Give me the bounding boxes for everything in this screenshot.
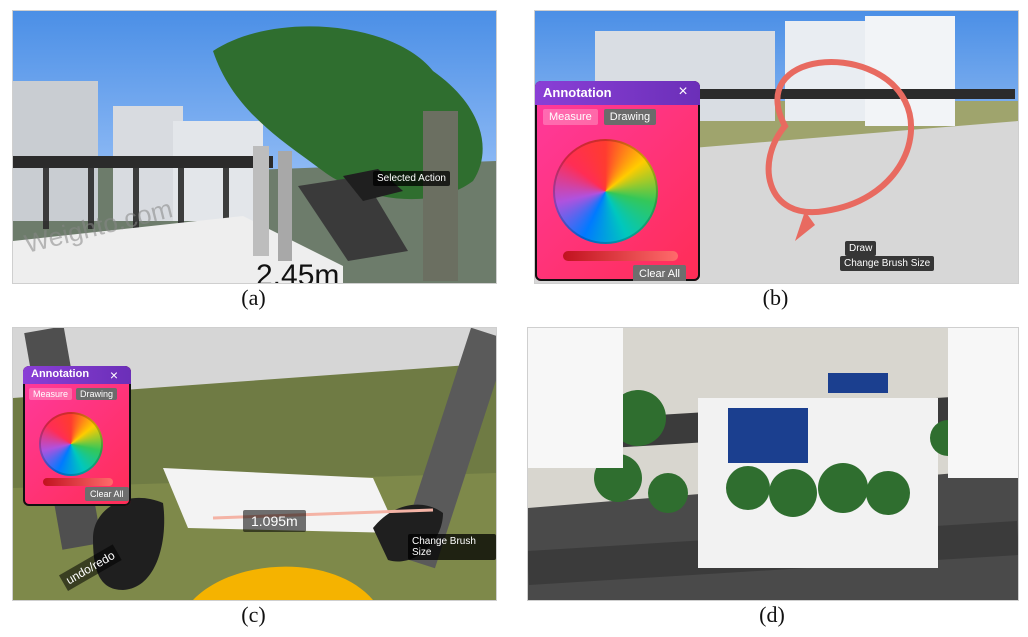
clear-all-button[interactable]: Clear All <box>85 487 129 501</box>
annotation-tabs: Measure Drawing <box>543 109 657 125</box>
tab-measure[interactable]: Measure <box>543 109 598 125</box>
tab-measure[interactable]: Measure <box>29 388 73 400</box>
caption-d: (d) <box>527 602 1017 628</box>
tab-drawing[interactable]: Drawing <box>603 109 657 125</box>
controller-tooltip-brush-size: Change Brush Size <box>408 534 496 560</box>
color-wheel[interactable] <box>39 412 103 476</box>
brush-size-slider[interactable] <box>563 251 678 261</box>
annotation-header <box>23 366 131 384</box>
close-icon[interactable]: × <box>678 83 688 100</box>
controller-tooltip-brush-size: Change Brush Size <box>840 256 935 271</box>
annotation-title: Annotation <box>31 368 90 380</box>
panel-a: Weighto.com 2.45m Selected Action <box>12 10 497 284</box>
annotation-header <box>535 81 700 105</box>
caption-b: (b) <box>534 285 1017 311</box>
annotation-ui-card: Annotation × Measure Drawing Clear All <box>23 366 131 506</box>
scene-a <box>13 11 496 283</box>
caption-d-text: (d) <box>759 602 785 627</box>
panel-b: Annotation × Measure Drawing Clear All D… <box>534 10 1019 284</box>
panel-d <box>527 327 1019 601</box>
annotation-tabs: Measure Drawing <box>29 388 118 400</box>
caption-a: (a) <box>12 285 495 311</box>
close-icon[interactable]: × <box>109 367 119 383</box>
scene-d <box>528 328 1018 600</box>
annotation-ui-card: Annotation × Measure Drawing Clear All <box>535 81 700 281</box>
measurement-label: 2.45m <box>256 259 340 284</box>
brush-size-slider[interactable] <box>43 478 113 486</box>
panel-c: Annotation × Measure Drawing Clear All 1… <box>12 327 497 601</box>
color-wheel[interactable] <box>553 139 658 244</box>
selected-action-tooltip: Selected Action <box>373 171 450 186</box>
clear-all-button[interactable]: Clear All <box>633 265 686 281</box>
caption-c: (c) <box>12 602 495 628</box>
tab-drawing[interactable]: Drawing <box>76 388 118 400</box>
caption-c-text: (c) <box>241 602 266 627</box>
controller-tooltip-draw: Draw <box>845 241 877 256</box>
caption-b-text: (b) <box>762 285 789 310</box>
annotation-title: Annotation <box>543 85 612 100</box>
measurement-label: 1.095m <box>243 510 306 532</box>
caption-a-text: (a) <box>241 285 266 310</box>
